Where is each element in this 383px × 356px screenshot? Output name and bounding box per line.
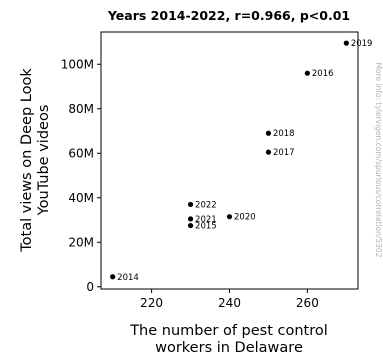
y-tick-label: 40M xyxy=(68,191,94,205)
x-tick-label: 260 xyxy=(296,296,319,310)
y-tick-label: 80M xyxy=(68,102,94,116)
data-point-2016 xyxy=(304,70,310,76)
x-axis-label-line-1: The number of pest control xyxy=(129,323,328,339)
data-point-label-2017: 2017 xyxy=(273,148,295,158)
x-tick-label: 220 xyxy=(140,296,163,310)
x-ticks: 220 240 260 xyxy=(140,289,319,310)
chart-title: Years 2014-2022, r=0.966, p<0.01 xyxy=(107,8,350,23)
data-point-label-2020: 2020 xyxy=(234,213,256,223)
data-point-label-2014: 2014 xyxy=(117,273,139,283)
watermark-text: More info: tylervigen.com/spurious/corre… xyxy=(374,63,383,258)
data-point-2017 xyxy=(265,149,272,155)
data-point-2015 xyxy=(187,222,194,229)
x-axis-label-line-2: workers in Delaware xyxy=(155,340,303,356)
data-point-2018 xyxy=(265,130,272,136)
y-tick-label: 0 xyxy=(86,280,94,294)
data-point-2022 xyxy=(187,201,194,208)
data-point-label-2019: 2019 xyxy=(351,39,373,49)
data-points: 2014 2015 2016 2017 2018 2019 2020 2021 2022 xyxy=(110,39,372,283)
y-axis-label-line-2: YouTube videos xyxy=(36,105,52,217)
y-axis-label: Total views on Deep Look YouTube videos xyxy=(19,68,52,253)
data-point-2021 xyxy=(187,216,194,222)
y-tick-label: 20M xyxy=(68,235,94,249)
x-tick-label: 240 xyxy=(218,296,241,310)
y-tick-label: 60M xyxy=(68,146,94,160)
y-ticks: 0 20M 40M 60M 80M 100M xyxy=(61,57,101,294)
data-point-label-2015: 2015 xyxy=(195,222,217,232)
y-tick-label: 100M xyxy=(61,57,94,71)
data-point-label-2018: 2018 xyxy=(273,129,295,139)
data-point-label-2016: 2016 xyxy=(312,69,334,79)
data-point-2019 xyxy=(343,40,349,46)
y-axis-label-line-1: Total views on Deep Look xyxy=(19,68,35,253)
data-point-label-2022: 2022 xyxy=(195,200,217,210)
data-point-2014 xyxy=(110,274,116,280)
data-point-label-2021: 2021 xyxy=(195,215,217,225)
data-point-2020 xyxy=(226,214,233,220)
